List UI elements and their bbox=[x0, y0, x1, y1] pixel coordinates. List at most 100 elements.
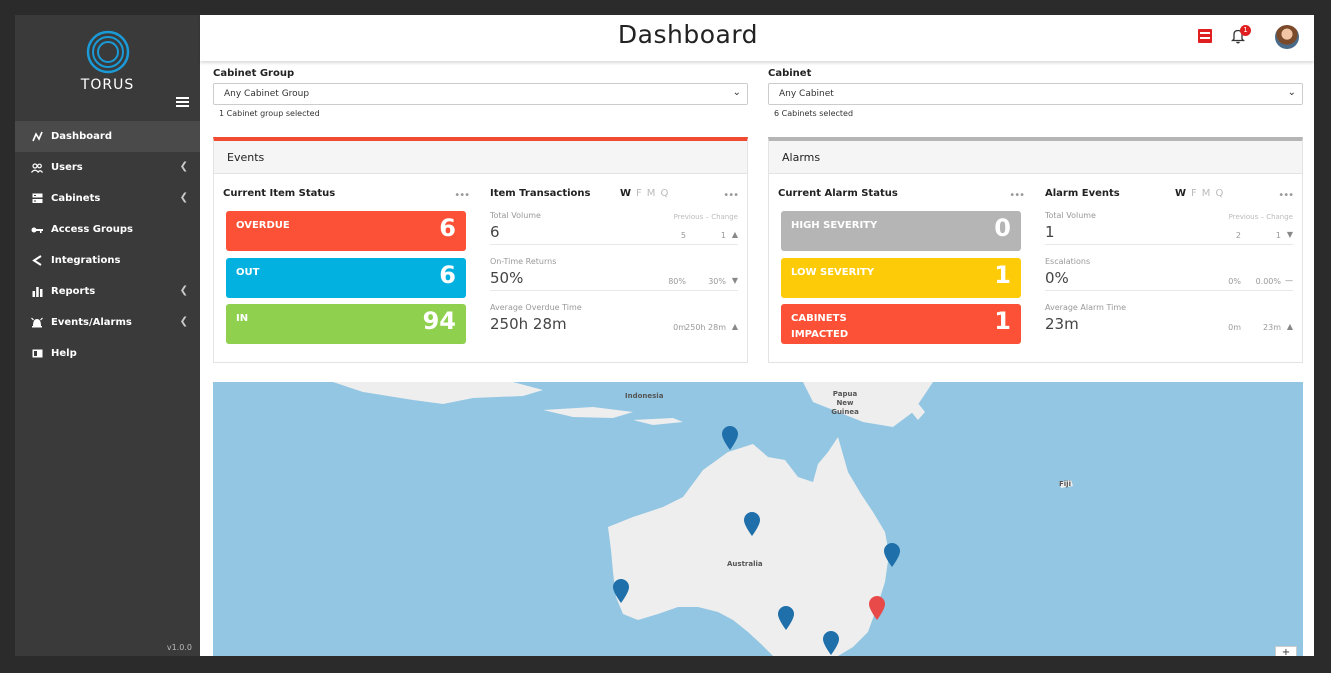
period-quarter[interactable]: Q bbox=[1215, 188, 1224, 199]
sidebar-item-integrations[interactable]: Integrations bbox=[15, 245, 200, 276]
cabinet-select[interactable]: Any Cabinet ⌄ bbox=[768, 83, 1303, 105]
period-quarter[interactable]: Q bbox=[660, 188, 669, 199]
cabinet-group-select[interactable]: Any Cabinet Group ⌄ bbox=[213, 83, 748, 105]
app-frame: TORUS Dashboard Users ❮ Cabine bbox=[15, 15, 1314, 656]
page-title: Dashboard bbox=[617, 20, 759, 49]
metric-change: 23m bbox=[1263, 323, 1281, 332]
sidebar-item-label: Events/Alarms bbox=[51, 317, 132, 328]
cabinet-map[interactable]: Indonesia Papua New Guinea Fiji Australi… bbox=[213, 382, 1303, 656]
more-options-icon[interactable]: ••• bbox=[723, 190, 739, 201]
period-month[interactable]: M bbox=[1201, 188, 1211, 199]
sidebar-item-access-groups[interactable]: Access Groups bbox=[15, 214, 200, 245]
torus-logo-icon bbox=[86, 30, 129, 74]
period-fortnight[interactable]: F bbox=[636, 188, 642, 199]
metric-label: Escalations bbox=[1045, 257, 1091, 266]
low-severity-tile[interactable]: LOW SEVERITY 1 bbox=[781, 258, 1021, 298]
map-pin-blue-icon[interactable] bbox=[721, 426, 739, 450]
events-panel-title: Events bbox=[214, 141, 747, 174]
metric-change: 1 bbox=[1275, 231, 1281, 240]
tile-value: 6 bbox=[439, 214, 456, 242]
out-tile[interactable]: OUT 6 bbox=[226, 258, 466, 298]
metric-previous: 80% bbox=[668, 277, 686, 286]
menu-toggle-icon[interactable] bbox=[176, 97, 189, 107]
cabinet-group-filter: Cabinet Group Any Cabinet Group ⌄ 1 Cabi… bbox=[213, 68, 748, 118]
map-pin-red-icon[interactable] bbox=[868, 596, 886, 620]
sidebar-item-label: Integrations bbox=[51, 255, 121, 266]
tile-value: 6 bbox=[439, 261, 456, 289]
more-options-icon[interactable]: ••• bbox=[1009, 190, 1025, 201]
chevron-left-icon: ❮ bbox=[179, 285, 188, 296]
server-status-icon[interactable] bbox=[1198, 29, 1212, 43]
period-week[interactable]: W bbox=[1175, 188, 1187, 199]
chevron-left-icon: ❮ bbox=[179, 316, 188, 327]
metric-label: Total Volume bbox=[1045, 211, 1096, 220]
period-month[interactable]: M bbox=[646, 188, 656, 199]
sidebar-item-help[interactable]: Help bbox=[15, 338, 200, 369]
period-week[interactable]: W bbox=[620, 188, 632, 199]
sidebar-item-reports[interactable]: Reports ❮ bbox=[15, 276, 200, 307]
trend-up-icon: ▲ bbox=[1286, 322, 1293, 331]
alarm-events-title: Alarm Events bbox=[1045, 188, 1120, 199]
high-severity-tile[interactable]: HIGH SEVERITY 0 bbox=[781, 211, 1021, 251]
bar-chart-icon bbox=[31, 286, 43, 298]
map-label-fiji: Fiji bbox=[1059, 480, 1071, 488]
chevron-down-icon: ⌄ bbox=[732, 87, 741, 98]
more-options-icon[interactable]: ••• bbox=[1278, 190, 1294, 201]
overdue-tile[interactable]: OVERDUE 6 bbox=[226, 211, 466, 251]
previous-change-label: Previous – Change bbox=[673, 213, 738, 221]
avatar[interactable] bbox=[1275, 25, 1299, 49]
tile-label: HIGH SEVERITY bbox=[791, 220, 878, 231]
metric-total-volume: Total Volume Previous – Change 1 2 1 ▼ bbox=[1045, 211, 1293, 257]
current-alarm-status: Current Alarm Status ••• bbox=[778, 188, 1025, 201]
metric-value: 23m bbox=[1045, 315, 1079, 333]
current-item-status: Current Item Status ••• bbox=[223, 188, 470, 201]
zoom-in-button[interactable]: + bbox=[1275, 646, 1297, 656]
item-transactions-title: Item Transactions bbox=[490, 188, 591, 199]
sidebar-item-label: Access Groups bbox=[51, 224, 134, 235]
in-tile[interactable]: IN 94 bbox=[226, 304, 466, 344]
sidebar-item-label: Users bbox=[51, 162, 83, 173]
metric-change: 250h 28m bbox=[685, 323, 726, 332]
tile-value: 94 bbox=[422, 307, 456, 335]
sidebar-item-label: Dashboard bbox=[51, 131, 112, 142]
brand-name: TORUS bbox=[80, 77, 135, 93]
metric-label: On-Time Returns bbox=[490, 257, 557, 266]
map-pin-blue-icon[interactable] bbox=[883, 543, 901, 567]
book-icon bbox=[31, 348, 43, 360]
key-icon bbox=[31, 224, 43, 236]
map-pin-blue-icon[interactable] bbox=[743, 512, 761, 536]
alarms-panel: Alarms Current Alarm Status ••• HIGH SEV… bbox=[768, 137, 1303, 363]
sidebar-item-cabinets[interactable]: Cabinets ❮ bbox=[15, 183, 200, 214]
trend-down-icon: ▼ bbox=[1286, 230, 1293, 239]
metric-average-alarm-time: Average Alarm Time 23m 0m 23m ▲ bbox=[1045, 303, 1293, 349]
sidebar-item-users[interactable]: Users ❮ bbox=[15, 152, 200, 183]
map-pin-blue-icon[interactable] bbox=[777, 606, 795, 630]
activity-icon bbox=[31, 131, 43, 143]
map-pin-blue-icon[interactable] bbox=[822, 631, 840, 655]
metric-value: 1 bbox=[1045, 223, 1055, 241]
period-fortnight[interactable]: F bbox=[1191, 188, 1197, 199]
header-bar: Dashboard 1 bbox=[200, 15, 1314, 61]
cabinet-filter: Cabinet Any Cabinet ⌄ 6 Cabinets selecte… bbox=[768, 68, 1303, 118]
sidebar-item-events-alarms[interactable]: Events/Alarms ❮ bbox=[15, 307, 200, 338]
metric-previous: 0m bbox=[1228, 323, 1241, 332]
sidebar-item-label: Help bbox=[51, 348, 77, 359]
map-landmass bbox=[333, 382, 1073, 656]
metric-average-overdue-time: Average Overdue Time 250h 28m 0m 250h 28… bbox=[490, 303, 738, 349]
server-icon bbox=[31, 193, 43, 205]
cabinets-impacted-tile[interactable]: CABINETS IMPACTED 1 bbox=[781, 304, 1021, 344]
users-icon bbox=[31, 162, 43, 174]
trend-down-icon: ▼ bbox=[731, 276, 738, 285]
metric-label: Average Alarm Time bbox=[1045, 303, 1127, 312]
sidebar-nav: Dashboard Users ❮ Cabinets ❮ Ac bbox=[15, 121, 200, 369]
metric-label: Average Overdue Time bbox=[490, 303, 582, 312]
map-pin-blue-icon[interactable] bbox=[612, 579, 630, 603]
more-options-icon[interactable]: ••• bbox=[454, 190, 470, 201]
notification-badge: 1 bbox=[1240, 25, 1251, 36]
sidebar-item-dashboard[interactable]: Dashboard bbox=[15, 121, 200, 152]
alarms-panel-title: Alarms bbox=[769, 141, 1302, 174]
tile-value: 0 bbox=[994, 214, 1011, 242]
metric-total-volume: Total Volume Previous – Change 6 5 1 ▲ bbox=[490, 211, 738, 257]
